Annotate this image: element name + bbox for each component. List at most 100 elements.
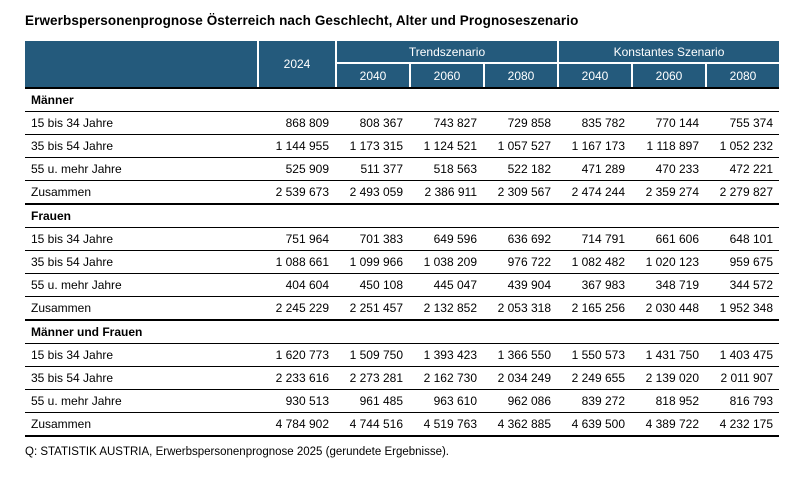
value-cell-trendszenario-2060: 743 827 <box>433 116 477 130</box>
value-cell-trendszenario-2080: 2 309 567 <box>497 185 551 199</box>
value-cell-trendszenario-2080: 522 182 <box>507 162 551 176</box>
value-cell-trendszenario-2080: 976 722 <box>507 255 551 269</box>
section-header-maenner-und-frauen: Männer und Frauen <box>25 321 779 344</box>
value-cell-trendszenario-2040: 1 099 966 <box>349 255 403 269</box>
section-label: Frauen <box>31 209 72 223</box>
value-cell-konstantes-szenario-2080: 648 101 <box>729 232 773 246</box>
table-row-maenner-und-frauen-35-bis-54-jahre: 35 bis 54 Jahre 2 233 616 2 273 281 2 162 7… <box>25 367 779 390</box>
value-cell-2024: 2 245 229 <box>275 301 329 315</box>
value-cell-trendszenario-2080: 1 057 527 <box>497 139 551 153</box>
value-cell-konstantes-szenario-2040: 1 550 573 <box>571 348 625 362</box>
table-row-maenner-und-frauen-zusammen: Zusammen 4 784 902 4 744 516 4 519 763 4 362… <box>25 413 779 437</box>
header-group-trendszenario: Trendszenario <box>335 41 557 64</box>
value-cell-2024: 1 088 661 <box>275 255 329 269</box>
table-body: Männer 15 bis 34 Jahre 868 809 808 367 743 8… <box>25 89 779 437</box>
table-row-maenner-zusammen: Zusammen 2 539 673 2 493 059 2 386 911 2 309… <box>25 181 779 205</box>
table-row-maenner-35-bis-54-jahre: 35 bis 54 Jahre 1 144 955 1 173 315 1 124 5… <box>25 135 779 158</box>
value-cell-trendszenario-2080: 4 362 885 <box>497 417 551 431</box>
value-cell-trendszenario-2080: 2 053 318 <box>497 301 551 315</box>
row-label: 35 bis 54 Jahre <box>31 255 114 269</box>
table-row-maenner-und-frauen-15-bis-34-jahre: 15 bis 34 Jahre 1 620 773 1 509 750 1 393 4… <box>25 344 779 367</box>
value-cell-trendszenario-2060: 2 132 852 <box>423 301 477 315</box>
value-cell-trendszenario-2060: 518 563 <box>433 162 477 176</box>
section-header-maenner: Männer <box>25 89 779 112</box>
value-cell-konstantes-szenario-2060: 4 389 722 <box>645 417 699 431</box>
value-cell-2024: 930 513 <box>285 394 329 408</box>
value-cell-trendszenario-2040: 2 273 281 <box>349 371 403 385</box>
value-cell-konstantes-szenario-2080: 755 374 <box>729 116 773 130</box>
row-label: 35 bis 54 Jahre <box>31 371 114 385</box>
row-label: 55 u. mehr Jahre <box>31 278 122 292</box>
section-header-frauen: Frauen <box>25 205 779 228</box>
value-cell-trendszenario-2060: 649 596 <box>433 232 477 246</box>
value-cell-konstantes-szenario-2060: 348 719 <box>655 278 699 292</box>
row-label: Zusammen <box>31 417 92 431</box>
value-cell-konstantes-szenario-2080: 959 675 <box>729 255 773 269</box>
value-cell-2024: 868 809 <box>285 116 329 130</box>
value-cell-konstantes-szenario-2080: 2 279 827 <box>719 185 773 199</box>
table-header: 2024 Trendszenario Konstantes Szenario 2… <box>25 41 779 89</box>
row-label: Zusammen <box>31 185 92 199</box>
value-cell-konstantes-szenario-2040: 2 249 655 <box>571 371 625 385</box>
value-cell-trendszenario-2040: 1 509 750 <box>349 348 403 362</box>
value-cell-konstantes-szenario-2040: 2 165 256 <box>571 301 625 315</box>
value-cell-konstantes-szenario-2060: 1 118 897 <box>646 139 700 153</box>
row-label: 15 bis 34 Jahre <box>31 116 114 130</box>
value-cell-konstantes-szenario-2040: 1 082 482 <box>571 255 625 269</box>
value-cell-konstantes-szenario-2060: 2 030 448 <box>645 301 699 315</box>
table-row-maenner-und-frauen-55-u-mehr-jahre: 55 u. mehr Jahre 930 513 961 485 963 610 962… <box>25 390 779 413</box>
value-cell-konstantes-szenario-2080: 2 011 907 <box>720 371 774 385</box>
value-cell-trendszenario-2040: 511 377 <box>360 162 404 176</box>
statistics-table: 2024 Trendszenario Konstantes Szenario 2… <box>25 41 779 437</box>
row-label: 15 bis 34 Jahre <box>31 232 114 246</box>
value-cell-trendszenario-2060: 2 386 911 <box>424 185 478 199</box>
value-cell-trendszenario-2040: 2 251 457 <box>349 301 403 315</box>
value-cell-trendszenario-2060: 4 519 763 <box>423 417 477 431</box>
value-cell-konstantes-szenario-2040: 471 289 <box>581 162 625 176</box>
value-cell-trendszenario-2060: 1 124 521 <box>423 139 477 153</box>
value-cell-konstantes-szenario-2060: 2 139 020 <box>645 371 699 385</box>
value-cell-trendszenario-2040: 4 744 516 <box>349 417 403 431</box>
section-label: Männer und Frauen <box>31 325 143 339</box>
value-cell-trendszenario-2040: 2 493 059 <box>349 185 403 199</box>
table-row-frauen-35-bis-54-jahre: 35 bis 54 Jahre 1 088 661 1 099 966 1 038 2… <box>25 251 779 274</box>
value-cell-konstantes-szenario-2040: 1 167 173 <box>571 139 625 153</box>
row-label: 15 bis 34 Jahre <box>31 348 114 362</box>
table-row-frauen-zusammen: Zusammen 2 245 229 2 251 457 2 132 852 2 053… <box>25 297 779 321</box>
row-label: 35 bis 54 Jahre <box>31 139 114 153</box>
header-year-trend-2060: 2060 <box>409 64 483 87</box>
value-cell-2024: 4 784 902 <box>275 417 329 431</box>
value-cell-konstantes-szenario-2060: 2 359 274 <box>645 185 699 199</box>
value-cell-konstantes-szenario-2040: 4 639 500 <box>571 417 625 431</box>
value-cell-konstantes-szenario-2060: 470 233 <box>655 162 699 176</box>
row-label: 55 u. mehr Jahre <box>31 162 122 176</box>
table-row-maenner-15-bis-34-jahre: 15 bis 34 Jahre 868 809 808 367 743 827 729 … <box>25 112 779 135</box>
value-cell-konstantes-szenario-2060: 770 144 <box>655 116 699 130</box>
value-cell-konstantes-szenario-2060: 1 431 750 <box>645 348 699 362</box>
value-cell-trendszenario-2040: 1 173 315 <box>349 139 403 153</box>
row-label: 55 u. mehr Jahre <box>31 394 122 408</box>
value-cell-trendszenario-2040: 961 485 <box>359 394 403 408</box>
row-label: Zusammen <box>31 301 92 315</box>
value-cell-konstantes-szenario-2040: 839 272 <box>581 394 625 408</box>
value-cell-2024: 2 233 616 <box>275 371 329 385</box>
table-title: Erwerbspersonenprognose Österreich nach … <box>25 13 579 28</box>
value-cell-trendszenario-2060: 963 610 <box>433 394 477 408</box>
value-cell-konstantes-szenario-2040: 714 791 <box>581 232 625 246</box>
header-year-konstant-2040: 2040 <box>557 64 631 87</box>
header-label-cell <box>25 41 259 87</box>
header-year-konstant-2060: 2060 <box>631 64 705 87</box>
value-cell-2024: 2 539 673 <box>275 185 329 199</box>
header-year-trend-2080: 2080 <box>483 64 557 87</box>
value-cell-konstantes-szenario-2060: 818 952 <box>655 394 699 408</box>
value-cell-trendszenario-2060: 445 047 <box>433 278 477 292</box>
value-cell-konstantes-szenario-2080: 344 572 <box>729 278 773 292</box>
value-cell-trendszenario-2080: 636 692 <box>507 232 551 246</box>
value-cell-trendszenario-2080: 439 904 <box>507 278 551 292</box>
value-cell-trendszenario-2060: 1 393 423 <box>423 348 477 362</box>
value-cell-2024: 1 620 773 <box>275 348 329 362</box>
value-cell-trendszenario-2080: 962 086 <box>507 394 551 408</box>
header-year-trend-2040: 2040 <box>335 64 409 87</box>
value-cell-trendszenario-2060: 2 162 730 <box>423 371 477 385</box>
